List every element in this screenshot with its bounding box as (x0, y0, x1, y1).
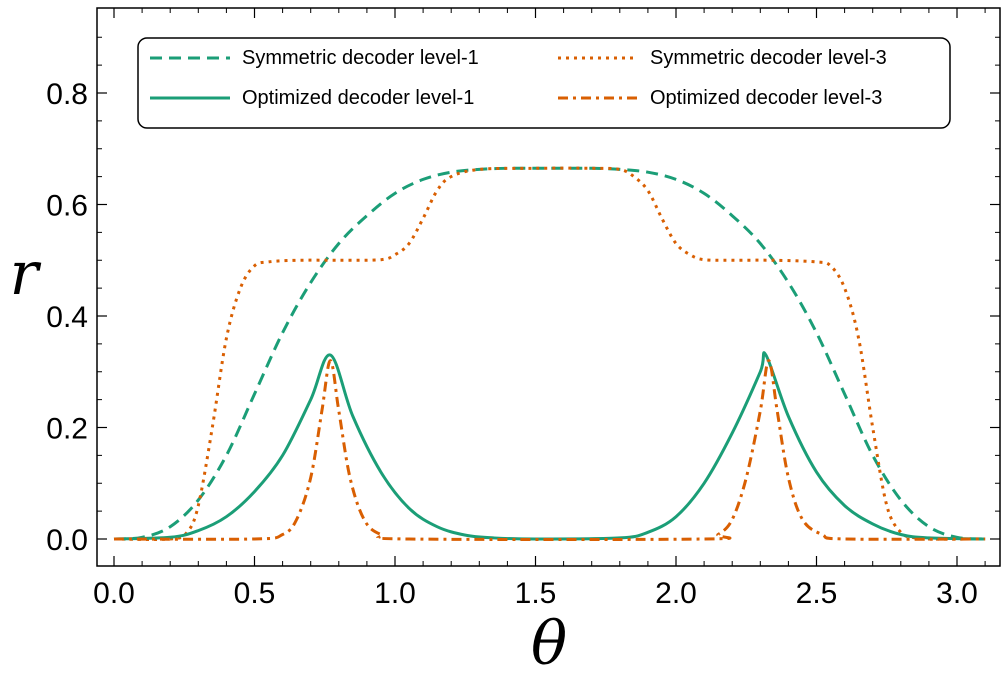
series-line-1 (113, 166, 986, 541)
x-tick-label: 2.0 (655, 577, 697, 610)
tick-marks (97, 8, 1000, 566)
series-line-4 (113, 359, 986, 542)
x-tick-label: 1.5 (515, 577, 557, 610)
series-line-3 (113, 351, 986, 541)
series-line-2 (113, 166, 986, 541)
x-tick-label: 0.0 (93, 577, 135, 610)
series-lines (113, 166, 986, 542)
plot-frame (96, 7, 1001, 567)
legend-label: Optimized decoder level-3 (650, 87, 882, 109)
y-tick-label: 0.0 (46, 524, 88, 557)
x-tick-labels: 0.0 0.5 1.0 1.5 2.0 2.5 3.0 (93, 577, 978, 610)
legend-label: Symmetric decoder level-1 (242, 47, 479, 69)
y-axis-title: r (10, 239, 42, 309)
legend-label: Optimized decoder level-1 (242, 87, 474, 109)
x-tick-label: 2.5 (796, 577, 838, 610)
y-tick-label: 0.6 (46, 190, 88, 223)
y-tick-label: 0.4 (46, 301, 88, 334)
y-tick-labels: 0.0 0.2 0.4 0.6 0.8 (46, 78, 88, 557)
x-tick-label: 3.0 (936, 577, 978, 610)
legend: Symmetric decoder level-1 Optimized decod… (137, 37, 951, 129)
x-tick-label: 1.0 (374, 577, 416, 610)
legend-box (137, 37, 951, 129)
y-tick-label: 0.2 (46, 413, 88, 446)
x-axis-title: θ (531, 609, 567, 676)
legend-label: Symmetric decoder level-3 (650, 47, 887, 69)
y-tick-label: 0.8 (46, 78, 88, 111)
x-tick-label: 0.5 (234, 577, 276, 610)
